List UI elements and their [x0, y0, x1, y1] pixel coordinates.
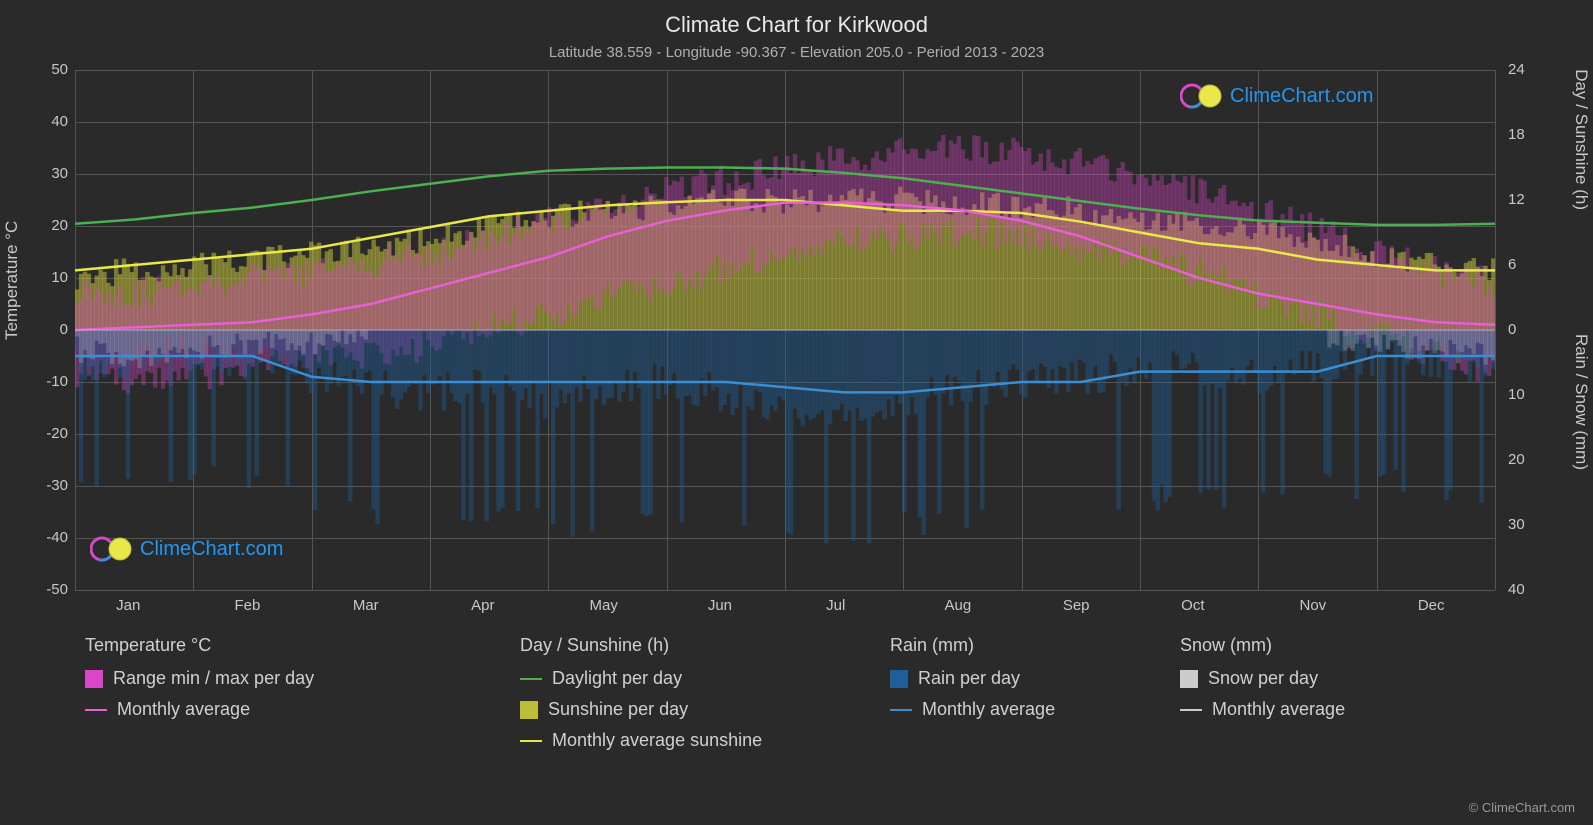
legend-line-icon: [890, 709, 912, 711]
plot-area: [75, 70, 1495, 590]
legend-item: Monthly average: [890, 699, 1055, 720]
chart-title: Climate Chart for Kirkwood: [0, 0, 1593, 38]
legend-heading: Temperature °C: [85, 635, 314, 656]
legend-swatch-icon: [890, 670, 908, 688]
legend-item: Daylight per day: [520, 668, 762, 689]
legend-swatch-icon: [1180, 670, 1198, 688]
legend-heading: Snow (mm): [1180, 635, 1345, 656]
legend-label: Range min / max per day: [113, 668, 314, 689]
climechart-logo-icon: [90, 535, 134, 563]
legend-line-icon: [85, 709, 107, 711]
legend-line-icon: [520, 740, 542, 742]
legend-label: Rain per day: [918, 668, 1020, 689]
legend-heading: Rain (mm): [890, 635, 1055, 656]
legend-item: Monthly average: [1180, 699, 1345, 720]
legend-label: Monthly average: [1212, 699, 1345, 720]
legend-label: Monthly average: [922, 699, 1055, 720]
legend-item: Monthly average sunshine: [520, 730, 762, 751]
chart-subtitle: Latitude 38.559 - Longitude -90.367 - El…: [0, 38, 1593, 61]
legend-swatch-icon: [85, 670, 103, 688]
y-axis-right-top-label: Day / Sunshine (h): [1571, 69, 1591, 210]
legend-label: Monthly average: [117, 699, 250, 720]
y-axis-right-bottom-label: Rain / Snow (mm): [1571, 334, 1591, 470]
legend-item: Sunshine per day: [520, 699, 762, 720]
legend-line-icon: [1180, 709, 1202, 711]
legend-label: Snow per day: [1208, 668, 1318, 689]
legend-heading: Day / Sunshine (h): [520, 635, 762, 656]
legend-line-icon: [520, 678, 542, 680]
climechart-logo-icon: [1180, 82, 1224, 110]
legend-item: Range min / max per day: [85, 668, 314, 689]
legend-label: Daylight per day: [552, 668, 682, 689]
legend-swatch-icon: [520, 701, 538, 719]
copyright: © ClimeChart.com: [1469, 800, 1575, 815]
legend-item: Snow per day: [1180, 668, 1345, 689]
legend-label: Monthly average sunshine: [552, 730, 762, 751]
legend-item: Monthly average: [85, 699, 314, 720]
legend-label: Sunshine per day: [548, 699, 688, 720]
legend-item: Rain per day: [890, 668, 1055, 689]
climate-chart: Climate Chart for Kirkwood Latitude 38.5…: [0, 0, 1593, 825]
